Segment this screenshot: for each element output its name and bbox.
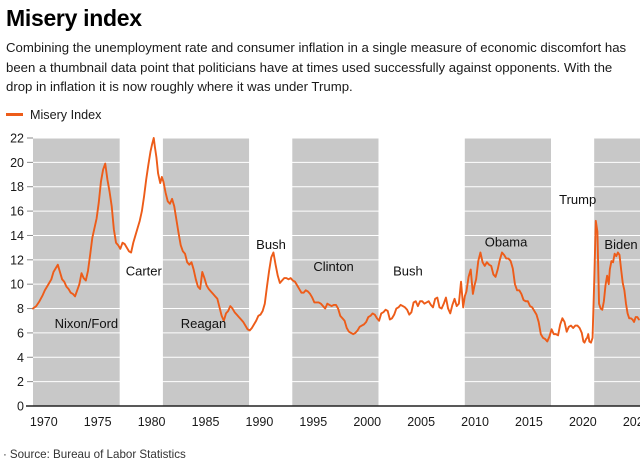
band-label: Clinton xyxy=(313,258,353,273)
page-title: Misery index xyxy=(6,5,142,31)
source-text: Source: Bureau of Labor Statistics xyxy=(9,448,186,461)
y-tick-label: 6 xyxy=(17,326,24,340)
series-line xyxy=(32,136,640,344)
y-tick-label: 12 xyxy=(10,253,24,267)
y-tick-label: 10 xyxy=(10,277,24,291)
x-tick-label: 2005 xyxy=(407,415,435,429)
source-bullet: · xyxy=(3,448,7,461)
y-tick-label: 2 xyxy=(17,375,24,389)
y-tick-label: 4 xyxy=(17,350,24,364)
presidency-band xyxy=(119,137,163,406)
x-tick-label: 1990 xyxy=(246,415,274,429)
band-labels: Nixon/Ford Carter Reagan Bush Clinton Bush Oba… xyxy=(55,191,638,330)
x-tick-label: 1975 xyxy=(84,415,112,429)
source-note: · Source: Bureau of Labor Statistics xyxy=(3,448,186,461)
y-tick-label: 0 xyxy=(17,399,24,413)
y-tick-label: 22 xyxy=(10,131,24,145)
y-tick-label: 14 xyxy=(10,228,24,242)
x-tick-label: 2000 xyxy=(353,415,381,429)
x-tick-label: 2010 xyxy=(461,415,489,429)
chart-subtitle: Combining the unemployment rate and cons… xyxy=(6,40,627,94)
y-axis-ticks xyxy=(27,137,33,406)
presidency-band xyxy=(551,137,595,406)
x-tick-label: 1995 xyxy=(299,415,327,429)
x-tick-label: 1985 xyxy=(192,415,220,429)
presidency-band xyxy=(162,137,250,406)
band-label: Carter xyxy=(126,263,163,278)
y-axis-tick-labels: 0 2 4 6 8 10 12 14 16 18 20 22 xyxy=(10,131,24,413)
x-axis-tick-labels: 1970 1975 1980 1985 1990 1995 2000 2005 2010 2015… xyxy=(30,415,640,429)
presidency-band xyxy=(594,137,640,406)
misery-index-line-chart: 0 2 4 6 8 10 12 14 16 18 20 22 Nixon/Ford Carter Reag… xyxy=(10,131,640,429)
presidency-band xyxy=(378,137,465,406)
band-label: Nixon/Ford xyxy=(55,316,119,331)
x-tick-label: 2015 xyxy=(515,415,543,429)
x-tick-label: 2025 xyxy=(623,415,640,429)
band-label: Biden xyxy=(604,236,637,251)
x-tick-label: 2020 xyxy=(569,415,597,429)
band-label: Obama xyxy=(485,234,528,249)
y-tick-label: 20 xyxy=(10,155,24,169)
chart-page: Misery index Combining the unemployment … xyxy=(0,4,640,471)
band-label: Bush xyxy=(256,236,286,251)
chart-plot-container: 0 2 4 6 8 10 12 14 16 18 20 22 Nixon/Ford Carter Reag… xyxy=(6,130,640,430)
band-label: Reagan xyxy=(181,316,227,331)
band-label: Bush xyxy=(393,263,423,278)
presidency-band xyxy=(249,137,293,406)
y-tick-label: 8 xyxy=(17,302,24,316)
presidency-band xyxy=(33,137,120,406)
legend-label: Misery Index xyxy=(30,107,102,122)
gridlines xyxy=(33,137,640,382)
chart-legend: Misery Index xyxy=(6,107,636,123)
x-tick-label: 1980 xyxy=(138,415,166,429)
y-tick-label: 16 xyxy=(10,204,24,218)
plot-bands xyxy=(33,137,640,406)
presidency-band xyxy=(292,137,379,406)
presidency-band xyxy=(464,137,552,406)
legend-color-swatch xyxy=(6,113,23,116)
y-tick-label: 18 xyxy=(10,180,24,194)
x-tick-label: 1970 xyxy=(30,415,58,429)
band-label: Trump xyxy=(559,191,596,206)
series-line-misery-index xyxy=(32,136,640,344)
